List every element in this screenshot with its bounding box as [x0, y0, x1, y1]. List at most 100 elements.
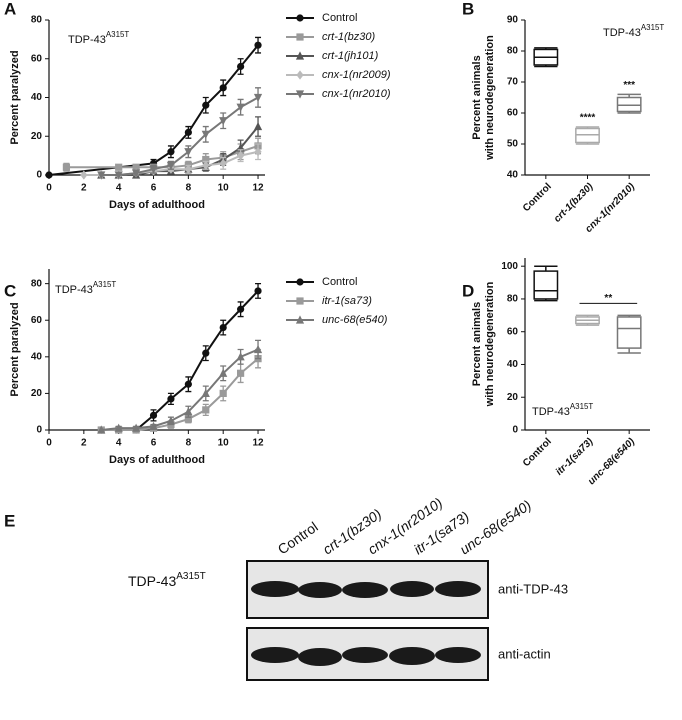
- legend-label: itr-1(sa73): [322, 295, 372, 307]
- series-line: [101, 290, 259, 431]
- y-tick-label: 0: [512, 425, 518, 436]
- marker: [97, 425, 106, 434]
- y-tick-label: 60: [507, 108, 519, 119]
- marker: [97, 171, 106, 180]
- marker: [296, 33, 304, 41]
- marker: [253, 344, 263, 354]
- marker: [202, 101, 210, 109]
- y-tick-label: 60: [31, 315, 43, 326]
- y-tick-label: 80: [31, 15, 43, 26]
- legend-label: unc-68(e540): [322, 314, 388, 326]
- x-tick-label: Control: [521, 181, 554, 214]
- marker: [167, 395, 175, 403]
- marker: [167, 148, 175, 156]
- x-tick-label: crt-1(bz30): [552, 181, 596, 225]
- y-tick-label: 20: [31, 131, 43, 142]
- box: [616, 316, 642, 349]
- annotation-sup: A315T: [641, 23, 664, 32]
- marker: [296, 278, 304, 286]
- y-tick-label: 40: [507, 359, 519, 370]
- marker: [184, 128, 192, 136]
- y-axis-label: Percent paralyzed: [9, 50, 21, 144]
- marker: [80, 170, 88, 180]
- marker: [132, 163, 140, 171]
- marker: [296, 70, 304, 80]
- x-tick-label: Control: [521, 436, 554, 469]
- marker: [237, 62, 245, 71]
- series-line: [101, 96, 259, 176]
- marker: [184, 407, 193, 416]
- lane-label: Control: [275, 518, 321, 557]
- marker: [237, 369, 245, 377]
- marker: [166, 161, 176, 170]
- marker: [254, 41, 262, 49]
- marker: [201, 130, 210, 139]
- series-line: [101, 357, 259, 431]
- y-tick-label: 40: [507, 170, 519, 181]
- x-tick-label: 0: [46, 438, 52, 449]
- row-label: anti-actin: [498, 646, 551, 661]
- x-tick-label: itr-1(sa73): [554, 436, 596, 478]
- y-axis-label-line: with neurodegeneration: [484, 35, 496, 161]
- marker: [219, 158, 227, 168]
- annotation-text: TDP-43: [55, 284, 93, 296]
- marker: [131, 423, 141, 432]
- y-tick-label: 20: [507, 392, 519, 403]
- box: [575, 127, 600, 144]
- marker: [296, 297, 304, 305]
- marker: [184, 164, 192, 174]
- row-label: anti-TDP-43: [498, 581, 568, 596]
- x-tick-label: 10: [218, 438, 230, 449]
- annotation: TDP-43A315T: [532, 402, 593, 418]
- lane-label: unc-68(e540): [457, 497, 534, 558]
- marker: [253, 93, 263, 103]
- significance: ****: [580, 113, 596, 124]
- marker: [219, 389, 227, 398]
- annotation: TDP-43A315T: [603, 23, 664, 39]
- y-tick-label: 80: [507, 46, 519, 57]
- y-tick-label: 50: [507, 139, 519, 150]
- series-line: [101, 348, 259, 431]
- marker: [184, 380, 192, 388]
- y-tick-label: 0: [36, 425, 42, 436]
- legend-label: Control: [322, 12, 357, 24]
- bands: [251, 581, 481, 666]
- y-tick-label: 40: [31, 92, 43, 103]
- y-tick-label: 0: [36, 170, 42, 181]
- marker: [115, 163, 123, 171]
- marker: [131, 169, 141, 178]
- marker: [45, 171, 53, 179]
- x-tick-label: 12: [252, 183, 264, 194]
- x-tick-label: 4: [116, 438, 122, 449]
- panel-letter: A: [4, 0, 16, 18]
- y-axis-label-line: Percent animals: [471, 302, 483, 386]
- marker: [237, 305, 245, 313]
- x-tick-label: 2: [81, 438, 87, 449]
- significance: ***: [623, 80, 635, 91]
- marker: [202, 406, 210, 414]
- marker: [295, 315, 305, 324]
- marker: [202, 349, 210, 357]
- marker: [114, 423, 123, 432]
- legend-label: cnx-1(nr2010): [322, 88, 391, 100]
- marker: [219, 117, 228, 126]
- y-tick-label: 90: [507, 15, 519, 26]
- marker: [236, 103, 245, 112]
- y-axis-label: Percent paralyzed: [9, 302, 21, 396]
- significance: **: [604, 293, 612, 304]
- y-tick-label: 40: [31, 351, 43, 362]
- legend-label: crt-1(jh101): [322, 50, 379, 62]
- marker: [62, 163, 71, 171]
- panel-letter: E: [4, 511, 15, 530]
- y-tick-label: 80: [507, 294, 519, 305]
- marker: [202, 160, 210, 170]
- annotation-sup: A315T: [570, 402, 593, 411]
- x-tick-label: 12: [252, 438, 264, 449]
- box: [533, 270, 559, 300]
- y-axis-label-line: with neurodegeneration: [484, 281, 496, 407]
- x-axis-label: Days of adulthood: [109, 199, 205, 211]
- y-tick-label: 70: [507, 77, 519, 88]
- marker: [114, 171, 123, 180]
- annotation: TDP-43A315T: [55, 280, 116, 296]
